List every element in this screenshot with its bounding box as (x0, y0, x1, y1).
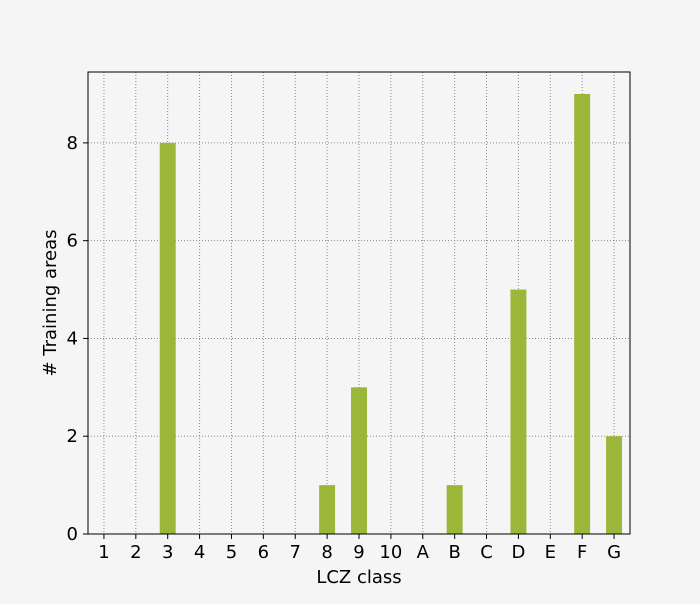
x-tick-layer: 1 2 3 4 5 6 7 8 9 10 A B C D E F G (98, 534, 621, 563)
bar-8 (319, 485, 336, 534)
bar-3 (159, 142, 176, 534)
x-tick-label: B (448, 542, 460, 563)
x-tick-label: 2 (130, 542, 141, 563)
y-tick-label: 0 (67, 524, 78, 545)
bar-layer (159, 94, 623, 534)
y-axis-label: # Training areas (40, 229, 61, 376)
x-tick-label: 9 (353, 542, 364, 563)
y-tick-label: 6 (67, 231, 78, 252)
y-tick-layer: 0 2 4 6 8 (67, 133, 88, 545)
x-tick-label: 5 (226, 542, 237, 563)
bar-G (606, 436, 623, 534)
x-tick-label: 3 (162, 542, 173, 563)
bar-D (510, 289, 527, 534)
y-tick-label: 4 (67, 328, 78, 349)
x-tick-label: 4 (194, 542, 205, 563)
x-tick-label: 1 (98, 542, 109, 563)
x-tick-label: D (511, 542, 525, 563)
x-tick-label: F (577, 542, 587, 563)
x-tick-label: 10 (379, 542, 402, 563)
y-tick-label: 8 (67, 133, 78, 154)
x-tick-label: 7 (290, 542, 301, 563)
bar-F (574, 94, 591, 534)
bar-9 (351, 387, 367, 534)
bar-B (446, 485, 463, 534)
x-tick-label: 8 (321, 542, 332, 563)
y-tick-label: 2 (67, 426, 78, 447)
x-tick-label: C (480, 542, 493, 563)
x-tick-label: 6 (258, 542, 269, 563)
x-axis-label: LCZ class (316, 567, 401, 588)
x-tick-label: E (545, 542, 556, 563)
x-tick-label: G (607, 542, 621, 563)
x-tick-label: A (417, 542, 430, 563)
